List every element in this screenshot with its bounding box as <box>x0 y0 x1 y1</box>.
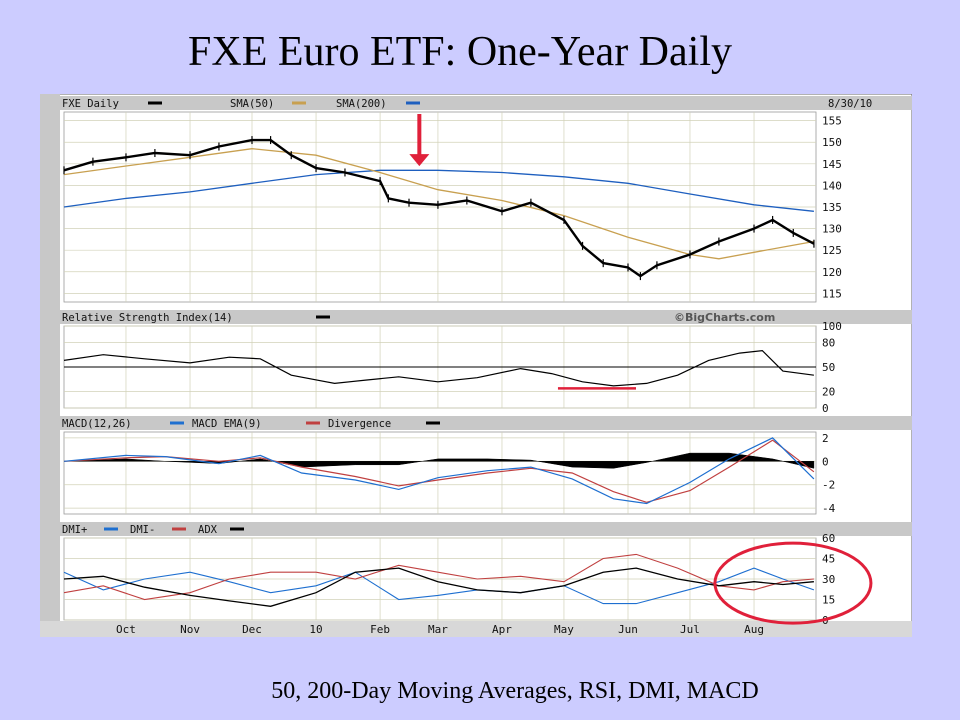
divergence-legend-label: Divergence <box>328 418 391 430</box>
rsi-line <box>63 349 814 387</box>
price-tick-label: 135 <box>822 201 842 214</box>
x-tick-label: 10 <box>309 623 322 636</box>
x-tick-label: Mar <box>428 623 448 636</box>
stock-chart: 155 150 145 140 135 130 125 120 115 FXE Daily SMA(… <box>40 94 912 637</box>
dmi-minus-legend-label: DMI- <box>130 524 155 536</box>
x-tick-label: May <box>554 623 574 636</box>
rsi-tick-label: 20 <box>822 386 835 399</box>
x-axis-band <box>40 621 912 637</box>
macd-header-bar <box>40 416 912 430</box>
price-tick-label: 120 <box>822 266 842 279</box>
adx-line <box>63 567 814 607</box>
x-tick-label: Nov <box>180 623 200 636</box>
macd-ema-legend-label: MACD EMA(9) <box>192 418 262 430</box>
sma200-line <box>63 169 814 212</box>
dmi-tick-label: 45 <box>822 553 835 566</box>
price-tick-label: 150 <box>822 136 842 149</box>
price-symbol-label: FXE Daily <box>62 98 119 110</box>
macd-line <box>63 437 815 505</box>
macd-plot-area <box>63 431 817 515</box>
slide-caption: 50, 200-Day Moving Averages, RSI, DMI, M… <box>271 678 759 704</box>
x-tick-label: Jun <box>618 623 638 636</box>
price-tick-label: 125 <box>822 244 842 257</box>
rsi-tick-label: 0 <box>822 402 829 415</box>
dmi-plus-line <box>63 567 815 605</box>
rsi-tick-label: 80 <box>822 336 835 349</box>
dmi-tick-label: 60 <box>822 532 835 545</box>
x-tick-label: Dec <box>242 623 262 636</box>
sma200-legend-label: SMA(200) <box>336 98 387 110</box>
sma50-legend-label: SMA(50) <box>230 98 274 110</box>
dmi-header-bar <box>40 522 912 536</box>
price-header-bar <box>40 96 912 110</box>
price-tick-label: 130 <box>822 223 842 236</box>
chart-left-margin <box>40 94 60 637</box>
macd-tick-label: -4 <box>822 502 836 515</box>
price-tick-label: 145 <box>822 158 842 171</box>
dmi-tick-label: 30 <box>822 573 835 586</box>
x-tick-label: Apr <box>492 623 512 636</box>
price-line <box>63 138 815 278</box>
price-tick-label: 115 <box>822 287 842 300</box>
slide-title: FXE Euro ETF: One-Year Daily <box>188 29 732 75</box>
rsi-header-bar <box>40 310 912 324</box>
macd-tick-label: -2 <box>822 479 835 492</box>
dmi-tick-label: 15 <box>822 594 835 607</box>
macd-legend-label: MACD(12,26) <box>62 418 132 430</box>
macd-ema-line <box>63 439 815 503</box>
rsi-title: Relative Strength Index(14) <box>62 312 233 324</box>
rsi-tick-label: 100 <box>822 320 842 333</box>
watermark-bigcharts: ©BigCharts.com <box>674 311 775 324</box>
price-tick-label: 140 <box>822 179 842 192</box>
rsi-tick-label: 50 <box>822 361 835 374</box>
sma50-line <box>63 148 815 260</box>
annotation-arrow-head <box>409 154 430 167</box>
dmi-annotation-circle <box>713 541 873 625</box>
x-tick-label: Aug <box>744 623 764 636</box>
x-tick-label: Feb <box>370 623 390 636</box>
adx-legend-label: ADX <box>198 524 218 536</box>
x-tick-label: Oct <box>116 623 136 636</box>
macd-tick-label: 2 <box>822 432 829 445</box>
dmi-plus-legend-label: DMI+ <box>62 524 87 536</box>
dmi-minus-line <box>63 553 814 601</box>
x-tick-label: Jul <box>680 623 700 636</box>
chart-date-label: 8/30/10 <box>828 98 872 110</box>
macd-tick-label: 0 <box>822 455 829 468</box>
price-tick-label: 155 <box>822 115 842 128</box>
